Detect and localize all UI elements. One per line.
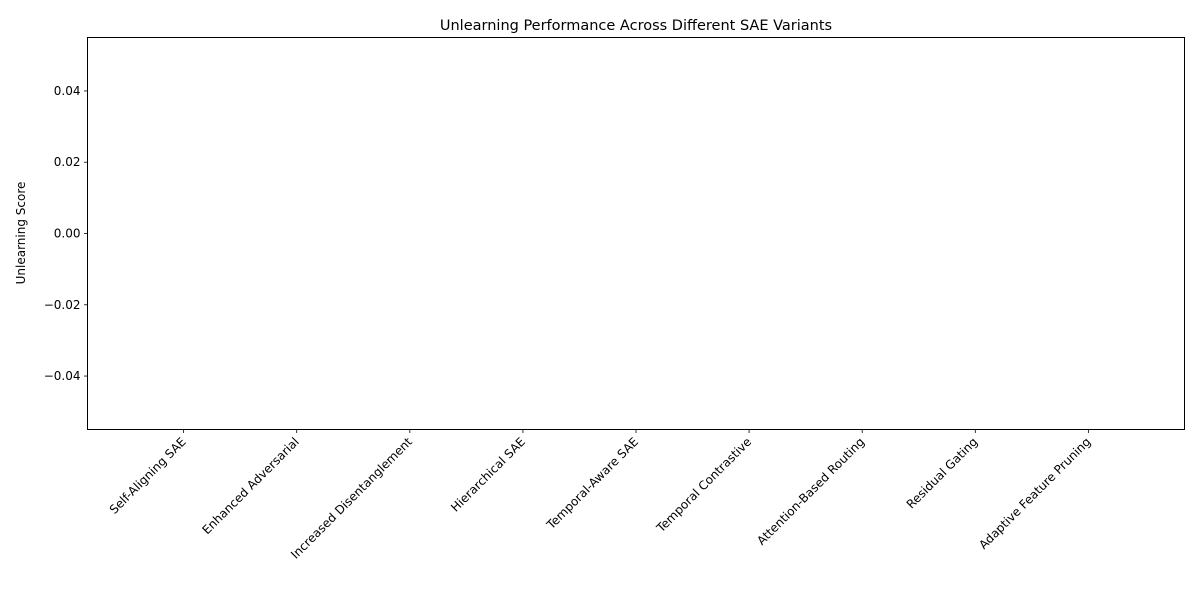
x-tick-label: Adaptive Feature Pruning bbox=[976, 435, 1093, 552]
plot-area-frame bbox=[87, 37, 1185, 430]
y-tick-label: 0.04 bbox=[54, 84, 81, 98]
x-tick-label: Residual Gating bbox=[904, 435, 981, 512]
y-tick-label: −0.04 bbox=[44, 369, 81, 383]
x-tick-label: Increased Disentanglement bbox=[288, 435, 415, 562]
y-axis-label: Unlearning Score bbox=[14, 182, 28, 285]
x-tick-label: Attention-Based Routing bbox=[754, 435, 867, 548]
y-tick-label: 0.02 bbox=[54, 155, 81, 169]
x-tick-label: Enhanced Adversarial bbox=[199, 435, 301, 537]
x-tick-label: Temporal-Aware SAE bbox=[543, 435, 641, 533]
x-tick-label: Temporal Contrastive bbox=[653, 435, 754, 536]
y-tick-label: −0.02 bbox=[44, 298, 81, 312]
x-tick-label: Self-Aligning SAE bbox=[107, 435, 189, 517]
chart-title: Unlearning Performance Across Different … bbox=[440, 18, 832, 34]
y-axis-ticks: −0.04 −0.02 0.00 0.02 0.04 bbox=[44, 84, 88, 383]
x-axis-ticks: Self-Aligning SAE Enhanced AdversarialInc… bbox=[107, 429, 1093, 562]
x-tick-label: Hierarchical SAE bbox=[448, 435, 528, 515]
y-tick-label: 0.00 bbox=[54, 227, 81, 241]
